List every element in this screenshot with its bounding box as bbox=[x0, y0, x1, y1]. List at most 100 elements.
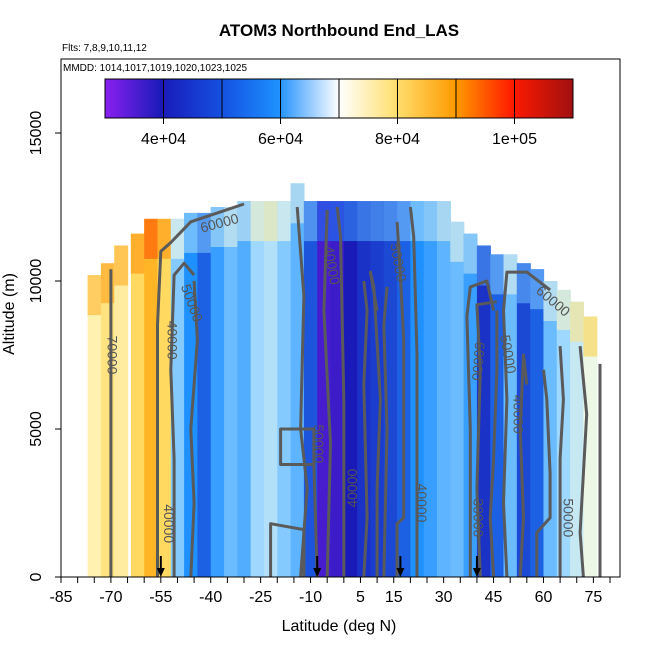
heatmap-column-5 bbox=[157, 218, 172, 577]
heatmap-cap-16 bbox=[303, 201, 318, 242]
x-tick-label-8: 30 bbox=[435, 589, 453, 606]
heatmap-column-17 bbox=[317, 201, 332, 577]
heatmap-cap-6 bbox=[170, 218, 185, 259]
x-tick-label-1: -70 bbox=[99, 589, 122, 606]
colorbar-tick-label-1: 6e+04 bbox=[258, 131, 303, 148]
contour-label-15: 50000 bbox=[560, 498, 576, 537]
contour-label-14: 30000 bbox=[471, 498, 487, 537]
contour-line-19 bbox=[535, 369, 552, 577]
heatmap-column-11 bbox=[237, 201, 252, 577]
heatmap-cap-11 bbox=[237, 201, 252, 242]
dates-label: MMDD: 1014,1017,1019,1020,1023,1025 bbox=[63, 63, 247, 74]
contour-line-17 bbox=[502, 270, 552, 577]
contour-label-10: 40000 bbox=[414, 484, 430, 523]
flights-label: Flts: 7,8,9,10,11,12 bbox=[62, 43, 147, 54]
contour-label-5: 70000 bbox=[105, 336, 121, 375]
heatmap-column-0 bbox=[87, 275, 102, 577]
contour-line-15 bbox=[475, 300, 498, 577]
heatmap-cap-13 bbox=[263, 201, 278, 242]
x-tick-label-7: 15 bbox=[385, 589, 403, 606]
heatmap-cap-1 bbox=[100, 263, 115, 304]
contour-line-16 bbox=[488, 310, 499, 577]
contour-label-9: 40000 bbox=[161, 504, 177, 543]
contour-line-9 bbox=[362, 280, 369, 577]
contour-label-8: 40000 bbox=[344, 469, 360, 508]
heatmap-cap-26 bbox=[436, 201, 451, 242]
heatmap-column-37 bbox=[583, 316, 598, 577]
heatmap-column-25 bbox=[423, 201, 438, 577]
y-axis-label: Altitude (m) bbox=[1, 273, 18, 355]
colorbar-tick-label-2: 8e+04 bbox=[375, 131, 420, 148]
contour-label-2: 40000 bbox=[321, 245, 344, 286]
arrow-head-1 bbox=[313, 568, 322, 577]
heatmap-cap-27 bbox=[450, 221, 465, 262]
colorbar-tick-label-0: 4e+04 bbox=[141, 131, 186, 148]
heatmap-cap-8 bbox=[197, 212, 212, 253]
heatmap-cap-4 bbox=[144, 218, 159, 259]
chart-title: ATOM3 Northbound End_LAS bbox=[219, 21, 459, 40]
contour-line-20 bbox=[558, 346, 565, 577]
contour-line-3 bbox=[189, 280, 199, 577]
heatmap-cap-5 bbox=[157, 218, 172, 259]
colorbar: 4e+04 6e+04 8e+04 1e+05 bbox=[104, 78, 574, 148]
heatmap-column-9 bbox=[210, 207, 225, 577]
x-tick-label-6: 5 bbox=[356, 589, 365, 606]
heatmap-cap-17 bbox=[317, 201, 332, 242]
heatmap-cap-35 bbox=[556, 289, 571, 330]
heatmap-cap-34 bbox=[543, 281, 558, 321]
x-axis-label: Latitude (deg N) bbox=[282, 618, 397, 635]
heatmap-cap-14 bbox=[277, 201, 292, 242]
y-tick-label-0: 0 bbox=[28, 572, 45, 581]
contour-label-13: 40000 bbox=[511, 395, 527, 434]
heatmap-cap-19 bbox=[343, 201, 358, 242]
latitude-arrows bbox=[156, 556, 481, 577]
heatmap-cap-10 bbox=[224, 207, 238, 247]
heatmap-cap-12 bbox=[250, 201, 265, 242]
heatmap-cap-7 bbox=[184, 212, 199, 253]
x-tick-label-10: 60 bbox=[535, 589, 553, 606]
heatmap-column-33 bbox=[530, 269, 545, 577]
y-tick-label-3: 15000 bbox=[28, 111, 45, 156]
x-tick-label-4: -25 bbox=[249, 589, 272, 606]
arrow-head-2 bbox=[396, 568, 405, 577]
heatmap-column-26 bbox=[436, 201, 451, 577]
heatmap-column-30 bbox=[490, 254, 505, 577]
heatmap-column-14 bbox=[277, 201, 292, 577]
contour-line-8 bbox=[335, 206, 346, 577]
contour-line-6 bbox=[279, 427, 319, 577]
contour-label-11: 60000 bbox=[469, 341, 488, 381]
heatmap-cap-3 bbox=[130, 233, 145, 274]
heatmap-cap-29 bbox=[476, 245, 491, 286]
contour-line-21 bbox=[578, 345, 589, 577]
heatmap-cap-21 bbox=[370, 201, 385, 242]
heatmap-column-1 bbox=[100, 263, 115, 577]
heatmap-column-12 bbox=[250, 201, 265, 577]
heatmap-column-32 bbox=[516, 263, 531, 577]
heatmap-cap-2 bbox=[114, 245, 129, 286]
colorbar-tick-label-3: 1e+05 bbox=[492, 131, 537, 148]
heatmap-cap-25 bbox=[423, 201, 438, 242]
heatmap-cap-32 bbox=[516, 263, 531, 304]
heatmap-column-27 bbox=[450, 221, 465, 577]
heatmap-column-15 bbox=[290, 183, 305, 577]
x-tick-label-2: -55 bbox=[149, 589, 172, 606]
contour-line-13 bbox=[408, 206, 419, 577]
contour-label-7: 50000 bbox=[311, 424, 327, 463]
contour-line-2 bbox=[169, 261, 196, 577]
heatmap-cap-9 bbox=[210, 207, 225, 247]
heatmap-column-31 bbox=[503, 254, 518, 577]
heatmap-cap-28 bbox=[463, 233, 478, 274]
heatmap-cap-15 bbox=[290, 183, 305, 224]
x-tick-label-11: 75 bbox=[584, 589, 602, 606]
heatmap-column-2 bbox=[114, 245, 129, 577]
x-tick-label-5: -10 bbox=[299, 589, 322, 606]
contour-line-11 bbox=[382, 286, 389, 577]
heatmap-cap-20 bbox=[357, 201, 372, 242]
contour-label-3: 50000 bbox=[387, 242, 410, 283]
contour-label-6: 40000 bbox=[165, 321, 181, 360]
contour-line-14 bbox=[465, 279, 496, 577]
contour-line-1 bbox=[156, 202, 245, 577]
contour-line-18 bbox=[518, 353, 529, 577]
